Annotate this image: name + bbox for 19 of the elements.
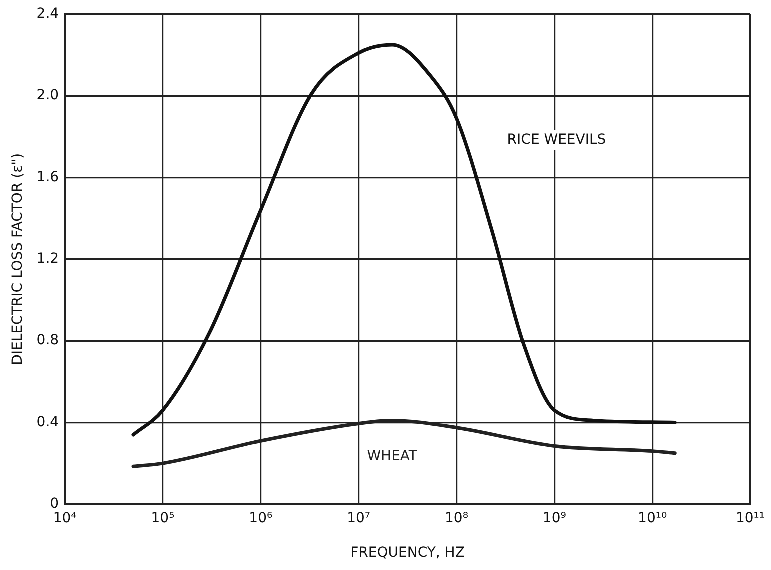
y-tick-label: 0.4 <box>36 414 60 430</box>
y-tick-label: 1.6 <box>36 169 60 186</box>
y-axis-title: DIELECTRIC LOSS FACTOR (ε") <box>10 153 26 366</box>
series-label: WHEAT <box>367 448 418 464</box>
y-tick-label: 0.8 <box>36 332 60 349</box>
x-tick-label: 10⁸ <box>445 510 469 526</box>
x-tick-label: 10⁵ <box>151 510 175 526</box>
y-tick-label: 0 <box>50 496 60 512</box>
x-tick-label: 10⁷ <box>347 510 371 526</box>
text: RICE WEEVILS <box>507 132 606 148</box>
x-tick-label: 10¹¹ <box>736 510 766 526</box>
y-tick-label: 2.4 <box>36 6 60 22</box>
x-tick-label: 10⁹ <box>542 510 567 526</box>
x-tick-label: 10⁴ <box>53 510 78 526</box>
x-tick-label: 10⁶ <box>249 510 273 526</box>
y-tick-label: 2.0 <box>36 88 60 104</box>
y-tick-label: 1.2 <box>36 251 60 268</box>
x-axis-title: FREQUENCY, HZ <box>350 545 465 562</box>
x-tick-label: 10¹⁰ <box>638 510 668 526</box>
